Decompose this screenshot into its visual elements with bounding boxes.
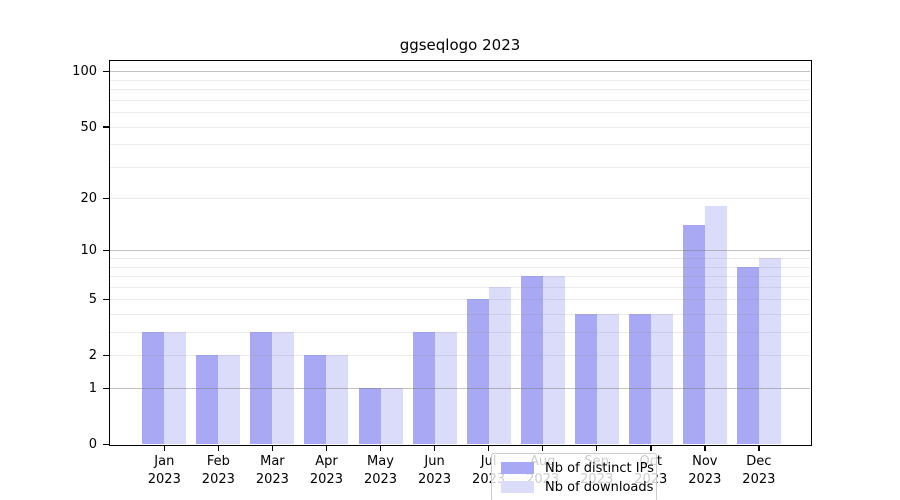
- y-tick-0: [103, 443, 109, 445]
- bar-ips-mar: [250, 332, 273, 444]
- bar-downloads-nov: [704, 206, 727, 444]
- y-tick-5: [103, 298, 109, 301]
- bar-downloads-oct: [650, 314, 673, 444]
- x-tick-aug: [541, 445, 544, 451]
- gridline-9: [110, 258, 810, 260]
- x-tick-label-feb: Feb 2023: [201, 454, 235, 487]
- bar-ips-jun: [412, 332, 435, 444]
- bar-ips-feb: [196, 355, 219, 444]
- y-tick-10: [103, 249, 109, 252]
- bar-downloads-jun: [434, 332, 457, 444]
- bar-ips-aug: [520, 276, 543, 444]
- x-tick-label-apr: Apr 2023: [309, 454, 343, 487]
- legend-label-downloads: Nb of downloads: [545, 479, 654, 495]
- x-tick-jan: [163, 445, 166, 451]
- plot-area: Nb of distinct IPs Nb of downloads: [110, 61, 810, 500]
- y-tick-label-50: 50: [80, 119, 97, 135]
- gridline-6: [110, 286, 810, 288]
- gridline-1: [110, 388, 810, 390]
- bar-ips-oct: [628, 314, 651, 444]
- x-tick-jun: [433, 445, 436, 451]
- legend: Nb of distinct IPs Nb of downloads: [491, 453, 657, 500]
- bar-ips-dec: [736, 266, 759, 444]
- bar-downloads-apr: [326, 355, 349, 444]
- x-tick-label-may: May 2023: [363, 454, 398, 487]
- x-tick-apr: [325, 445, 328, 451]
- x-tick-label-jan: Jan 2023: [147, 454, 181, 487]
- x-tick-mar: [271, 445, 274, 451]
- gridline-50: [110, 126, 810, 128]
- y-tick-20: [103, 197, 109, 200]
- bar-downloads-feb: [218, 355, 241, 444]
- y-tick-2: [103, 354, 109, 357]
- x-tick-oct: [650, 445, 652, 451]
- gridline-2: [110, 355, 810, 357]
- y-tick-label-10: 10: [80, 243, 97, 259]
- x-tick-feb: [217, 445, 220, 451]
- x-tick-label-dec: Dec 2023: [742, 454, 776, 487]
- bar-downloads-jul: [488, 286, 511, 444]
- bar-downloads-dec: [758, 258, 781, 444]
- y-tick-label-0: 0: [88, 437, 97, 452]
- gridline-5: [110, 299, 810, 301]
- gridline-20: [110, 198, 810, 200]
- gridline-30: [110, 166, 810, 168]
- bar-ips-may: [358, 388, 381, 444]
- legend-label-distinct-ips: Nb of distinct IPs: [545, 460, 654, 476]
- gridline-7: [110, 276, 810, 278]
- gridline-90: [110, 79, 810, 81]
- gridline-60: [110, 112, 810, 114]
- x-tick-jul: [487, 445, 490, 451]
- x-tick-sep: [595, 445, 598, 451]
- y-tick-1: [103, 387, 109, 390]
- x-tick-label-jun: Jun 2023: [418, 454, 452, 487]
- y-tick-label-1: 1: [88, 381, 97, 397]
- bar-ips-nov: [682, 225, 705, 444]
- bar-ips-jul: [466, 299, 489, 444]
- gridline-40: [110, 144, 810, 146]
- gridline-3: [110, 332, 810, 334]
- x-tick-may: [379, 445, 382, 451]
- y-tick-label-2: 2: [88, 348, 97, 364]
- bar-downloads-may: [380, 388, 403, 444]
- y-tick-label-100: 100: [72, 64, 97, 80]
- bar-ips-apr: [304, 355, 327, 444]
- y-tick-50: [103, 126, 109, 128]
- y-tick-label-5: 5: [88, 292, 97, 308]
- gridline-80: [110, 89, 810, 91]
- bar-downloads-jan: [164, 332, 187, 444]
- chart-title: ggseqlogo 2023: [399, 36, 521, 54]
- bar-ips-jan: [142, 332, 165, 444]
- bar-downloads-sep: [596, 314, 619, 444]
- gridline-100: [110, 71, 810, 73]
- x-tick-nov: [704, 445, 706, 451]
- bar-downloads-mar: [272, 332, 295, 444]
- gridline-10: [110, 250, 810, 252]
- y-tick-100: [103, 70, 109, 73]
- x-tick-label-nov: Nov 2023: [688, 454, 722, 487]
- gridline-4: [110, 314, 810, 316]
- legend-swatch-distinct-ips: [501, 462, 534, 474]
- legend-swatch-downloads: [501, 481, 534, 493]
- x-tick-dec: [758, 445, 760, 451]
- bar-downloads-aug: [542, 276, 565, 444]
- y-tick-label-20: 20: [80, 191, 97, 207]
- x-tick-label-mar: Mar 2023: [255, 454, 289, 487]
- legend-item-distinct-ips: Nb of distinct IPs: [492, 460, 656, 476]
- legend-item-downloads: Nb of downloads: [492, 479, 656, 495]
- bar-ips-sep: [574, 314, 597, 444]
- gridline-70: [110, 99, 810, 101]
- gridline-8: [110, 266, 810, 268]
